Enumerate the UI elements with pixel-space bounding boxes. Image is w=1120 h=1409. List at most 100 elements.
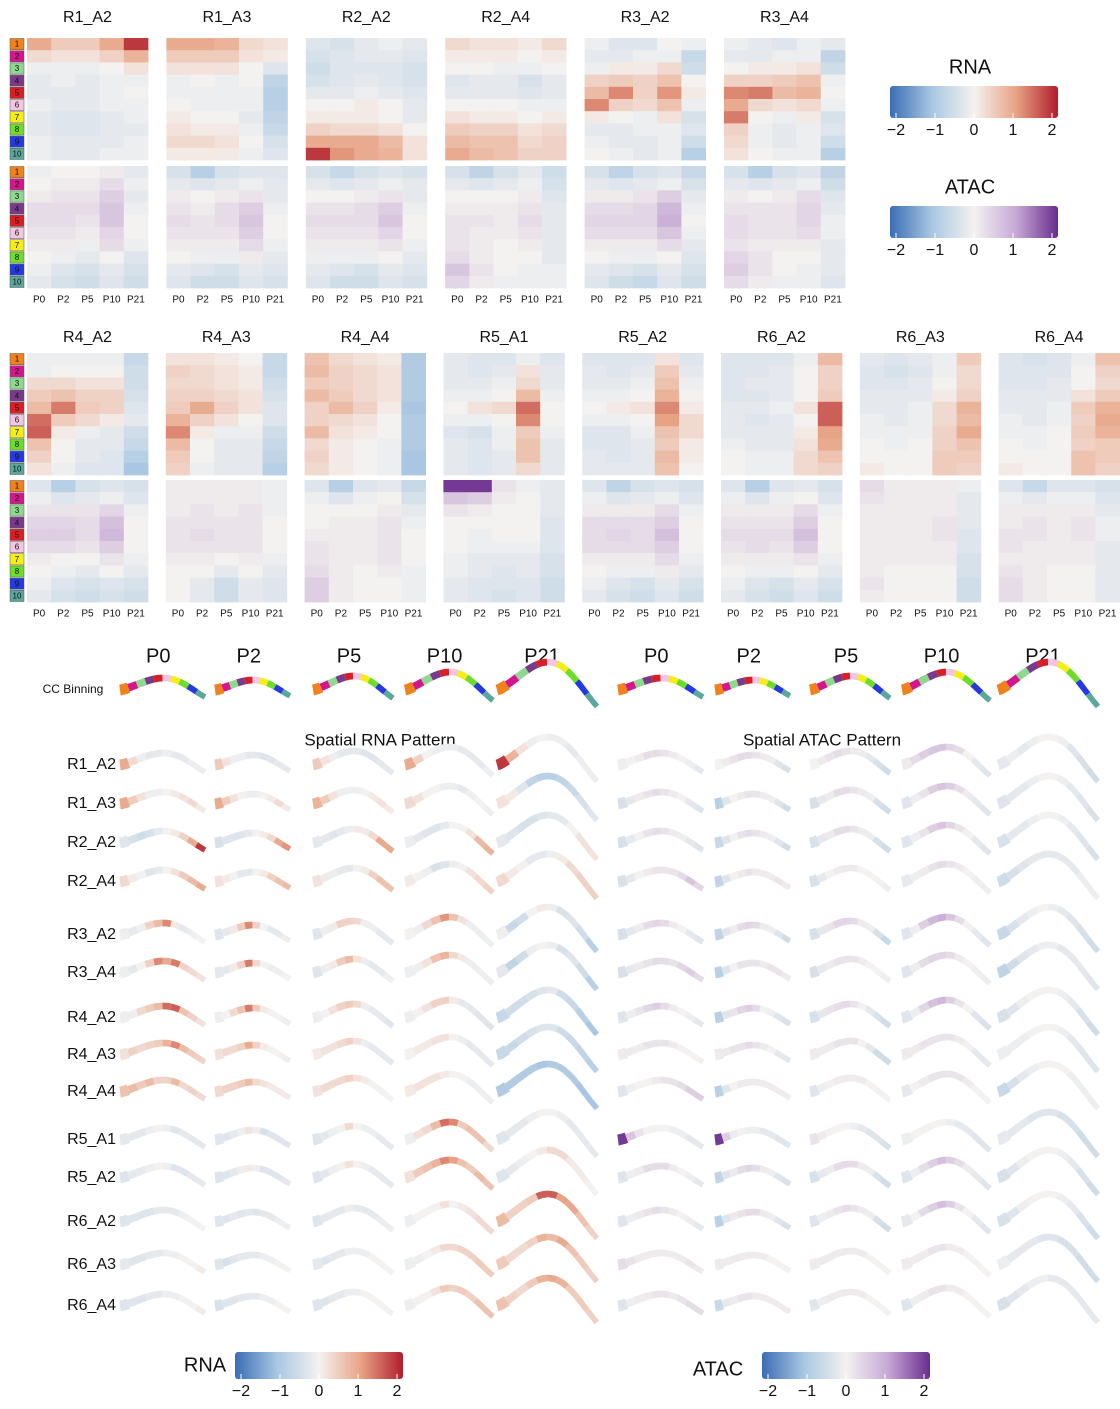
spatial-rna-bin [153,1207,162,1215]
heatmap-cell [606,365,631,378]
heatmap-cell [542,38,567,51]
heatmap-cell [100,215,125,228]
heatmap-cell [657,215,682,228]
heatmap-cell [932,517,957,530]
heatmap-cell [443,529,468,542]
spatial-atac-bin [744,1127,752,1135]
heatmap-cell [75,541,100,554]
heatmap-cell [75,492,100,505]
bin-label: 4 [15,391,20,400]
spatial-rna-bin [585,767,599,783]
heatmap-cell [1071,463,1096,476]
heatmap-cell [745,517,770,530]
bin-label: 9 [15,265,20,274]
spatial-atac-bin [850,787,859,795]
heatmap-cell [518,50,543,63]
heatmap-cell [238,463,263,476]
heatmap-cell [239,50,264,63]
heatmap-cell [353,438,378,451]
heatmap-cell [329,541,354,554]
heatmap-cell [377,402,402,415]
heatmap-cell [772,227,797,240]
spatial-atac-bin [1076,871,1091,888]
heatmap-cell [239,203,264,216]
heatmap-cell [1023,590,1048,603]
heatmap-cell [377,578,402,591]
heatmap-cell [238,353,263,366]
heatmap-cell [821,227,846,240]
heatmap-cell [540,402,565,415]
bin-label: 8 [15,567,20,576]
bin-label: 9 [15,137,20,146]
heatmap-cell [494,203,519,216]
heatmap-cell [655,480,680,493]
heatmap-cell [1023,541,1048,554]
spatial-rna-bin [244,830,252,838]
heatmap-cell [100,541,125,554]
heatmap-cell [818,565,843,578]
heatmap-cell [403,111,428,124]
heatmap-cell [797,203,822,216]
spatial-atac-bin [850,1038,859,1046]
heatmap-cell [494,190,519,203]
spatial-atac-bin [1086,1308,1100,1324]
heatmap-cell [124,190,149,203]
spatial-rna-bin [252,1293,260,1300]
heatmap-cell [999,504,1024,517]
spatial-rna-bin [244,1079,252,1087]
heatmap-cell [748,50,773,63]
spatial-rna-bin [153,828,162,836]
heatmap-cell [215,99,240,112]
heatmap-cell [655,377,680,390]
heatmap-cell [377,414,402,427]
heatmap-cell [401,529,426,542]
spatial-atac-bin [744,791,752,799]
heatmap-cell [239,111,264,124]
heatmap-cell [745,504,770,517]
spatial-rna-bin [244,960,252,968]
heatmap-cell [1023,480,1048,493]
heatmap-cell [631,553,656,566]
heatmap-cell [724,75,749,88]
heatmap-cell [306,227,331,240]
heatmap-cell [329,492,354,505]
time-label: P5 [500,295,513,306]
heatmap-cell [721,438,746,451]
heatmap-cell [75,353,100,366]
colorbar-tick-label: −1 [926,122,944,139]
heatmap-cell [51,451,76,464]
heatmap-cell [606,402,631,415]
heatmap-cell [401,590,426,603]
heatmap-cell [518,99,543,112]
heatmap-cell [378,62,403,75]
heatmap-cell [263,148,288,161]
heatmap-cell [305,565,330,578]
heatmap-cell [215,38,240,51]
spatial-rna-bin [585,937,599,953]
heatmap-cell [469,190,494,203]
heatmap-cell [27,62,52,75]
time-label: P21 [266,295,284,306]
gene-label: R2_A2 [67,834,116,851]
heatmap-cell [582,565,607,578]
spatial-atac-bin [752,1165,760,1172]
heatmap-cell [609,99,634,112]
colorbar-tick-label: 1 [881,1383,890,1400]
heatmap-cell [633,276,658,289]
heatmap-cell [214,365,239,378]
heatmap-cell [681,50,706,63]
heatmap-cell [606,377,631,390]
heatmap-cell [401,504,426,517]
heatmap-cell [999,529,1024,542]
heatmap-cell [445,136,470,149]
time-label: P10 [1074,609,1092,620]
heatmap-cell [238,541,263,554]
spatial-atac-bin [752,1042,760,1049]
heatmap-cell [1071,590,1096,603]
heatmap-cell [305,402,330,415]
heatmap-cell [769,377,794,390]
heatmap-cell [191,62,216,75]
heatmap-cell [330,190,355,203]
heatmap-cell [306,276,331,289]
heatmap-cell [468,365,493,378]
